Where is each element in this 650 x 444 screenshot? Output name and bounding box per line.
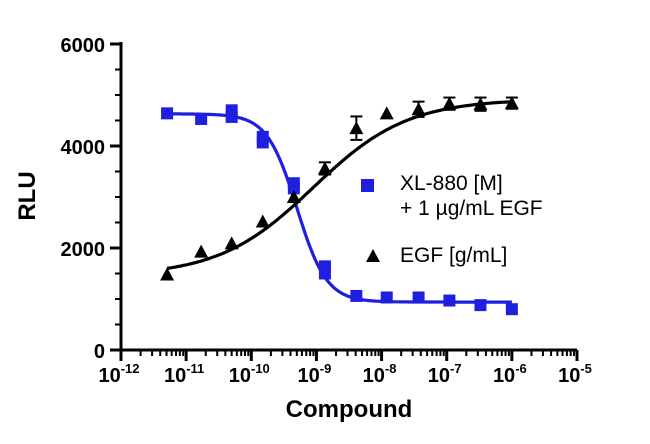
data-point-xl880 (195, 112, 208, 125)
x-tick-label: 10-8 (363, 361, 397, 387)
x-tick-label: 10-7 (428, 361, 462, 387)
y-axis-label: RLU (14, 171, 41, 220)
x-tick-label: 10-6 (493, 361, 527, 387)
data-point-xl880 (412, 291, 425, 304)
legend-marker-square (361, 179, 374, 192)
data-point-egf (473, 97, 488, 111)
data-point-xl880 (474, 299, 487, 312)
data-point-egf (194, 244, 209, 258)
x-tick-label: 10-11 (164, 361, 204, 387)
data-point-egf (411, 102, 426, 116)
data-point-egf (255, 214, 270, 228)
data-point-xl880 (380, 291, 393, 304)
data-point-egf (160, 267, 175, 281)
x-tick-label: 10-10 (229, 361, 270, 387)
data-point-xl880 (505, 303, 518, 316)
legend: XL-880 [M] + 1 µg/mL EGF EGF [g/mL] (361, 172, 543, 267)
data-point-xl880 (256, 136, 269, 149)
y-tick-label: 0 (94, 341, 105, 363)
axes: 0 2000 4000 6000 10-12 10-11 10-10 10-9 10-8 10-7… (61, 35, 592, 387)
y-tick-label: 6000 (61, 35, 106, 57)
data-point-egf (379, 106, 394, 120)
x-axis-label: Compound (286, 396, 413, 423)
data-point-egf (317, 161, 332, 175)
data-point-egf (224, 236, 239, 250)
data-point-xl880 (287, 182, 300, 195)
y-tick-label: 2000 (61, 239, 106, 261)
data-markers (160, 96, 519, 316)
legend-marker-triangle (366, 249, 380, 262)
data-point-egf (504, 96, 519, 110)
x-tick-label: 10-12 (98, 361, 139, 387)
data-point-egf (442, 96, 457, 110)
data-point-xl880 (161, 107, 174, 120)
data-point-egf (349, 121, 364, 135)
data-point-egf (286, 190, 301, 203)
data-point-xl880 (225, 110, 238, 123)
legend-label-egf: EGF [g/mL] (400, 244, 507, 267)
data-point-xl880 (350, 289, 363, 302)
legend-label-xl880-line1: XL-880 [M] (400, 172, 503, 195)
y-tick-label: 4000 (61, 137, 106, 159)
x-tick-label: 10-5 (558, 361, 592, 387)
data-point-xl880 (318, 267, 331, 280)
legend-label-xl880-line2: + 1 µg/mL EGF (400, 197, 543, 220)
data-point-xl880 (443, 294, 456, 307)
x-tick-label: 10-9 (298, 361, 332, 387)
